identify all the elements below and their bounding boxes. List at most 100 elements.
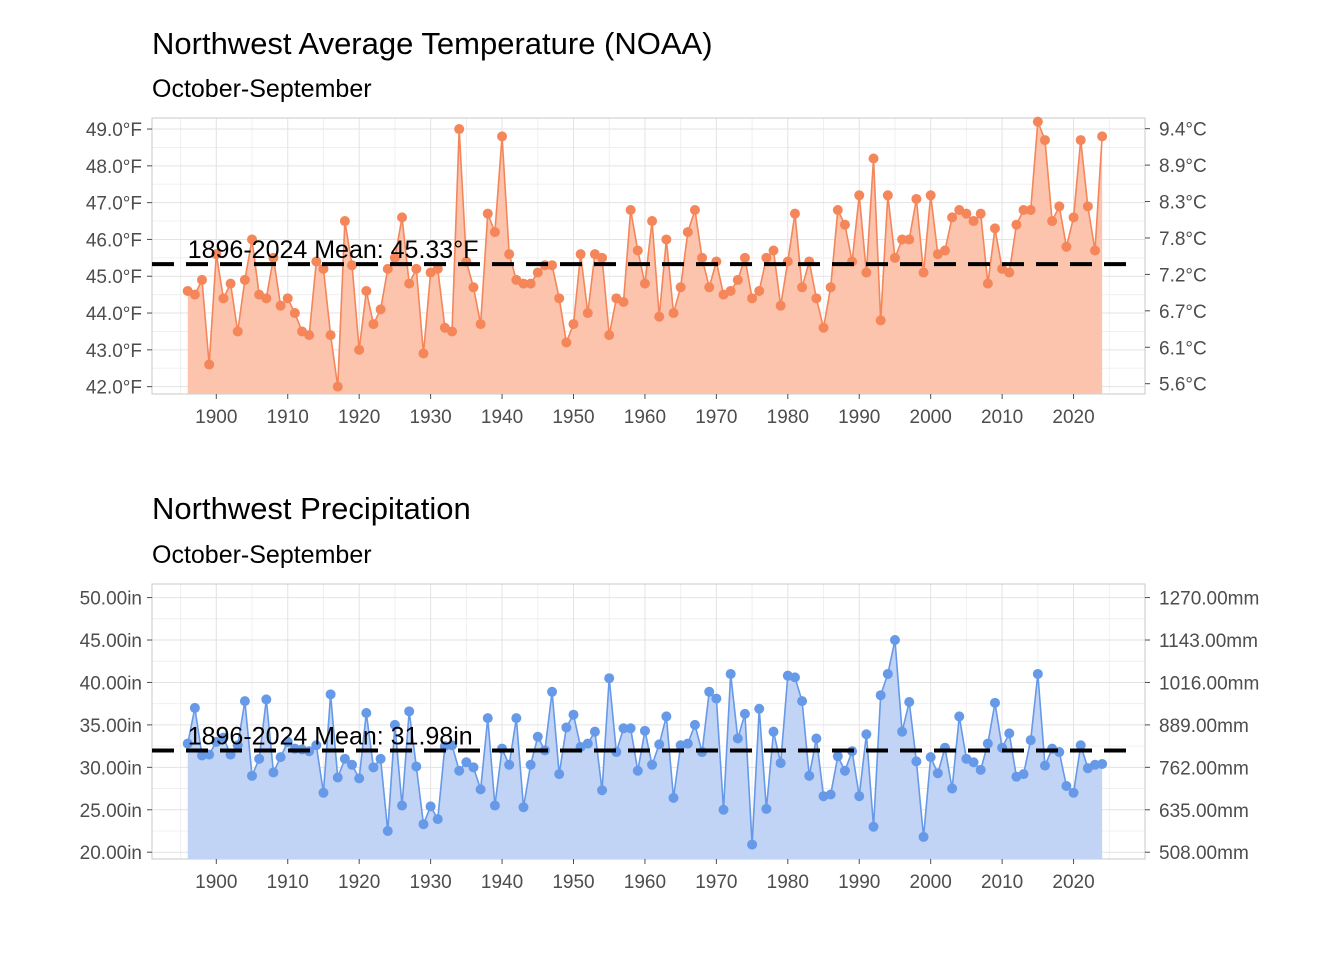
data-point (725, 285, 736, 296)
y-tick-label: 35.00in (80, 716, 142, 737)
data-point (1047, 216, 1058, 227)
data-point (361, 285, 372, 296)
data-point (632, 765, 643, 776)
data-point (747, 839, 758, 850)
data-point (925, 190, 936, 201)
data-point (268, 767, 279, 778)
data-point (504, 249, 515, 260)
x-tick-label: 1910 (267, 407, 309, 428)
x-tick-label: 1980 (767, 407, 809, 428)
data-point (661, 234, 672, 245)
data-point (275, 752, 286, 763)
data-point (911, 756, 922, 767)
data-point (889, 635, 900, 646)
y-tick-label: 43.0°F (86, 341, 142, 362)
y2-tick-label: 8.9°C (1159, 156, 1207, 177)
x-tick-label: 1980 (767, 872, 809, 893)
data-point (568, 709, 579, 720)
x-tick-label: 1920 (338, 407, 380, 428)
data-point (1054, 201, 1065, 212)
y-tick-label: 30.00in (80, 758, 142, 779)
data-point (789, 208, 800, 219)
y-tick-label: 46.0°F (86, 230, 142, 251)
data-point (361, 708, 372, 719)
data-point (211, 249, 222, 260)
data-point (725, 668, 736, 679)
data-point (547, 260, 558, 271)
data-point (489, 800, 500, 811)
data-point (654, 311, 665, 322)
data-point (768, 726, 779, 737)
data-point (339, 753, 350, 764)
data-point (489, 227, 500, 238)
y2-tick-label: 8.3°C (1159, 193, 1207, 214)
x-tick-label: 1970 (695, 407, 737, 428)
data-point (918, 831, 929, 842)
x-tick-label: 1990 (838, 872, 880, 893)
data-point (532, 267, 543, 278)
data-point (897, 726, 908, 737)
data-point (225, 278, 236, 289)
data-point (311, 256, 322, 267)
data-point (1032, 116, 1043, 127)
data-point (547, 686, 558, 697)
data-point (1004, 728, 1015, 739)
data-point (889, 252, 900, 263)
data-point (268, 252, 279, 263)
data-point (497, 131, 508, 142)
data-point (754, 703, 765, 714)
data-point (275, 300, 286, 311)
y-tick-label: 45.0°F (86, 267, 142, 288)
data-point (761, 252, 772, 263)
data-point (261, 694, 272, 705)
data-point (739, 252, 750, 263)
y2-tick-label: 889.00mm (1159, 716, 1249, 737)
data-point (389, 252, 400, 263)
data-point (239, 696, 250, 707)
data-point (854, 791, 865, 802)
y2-tick-label: 508.00mm (1159, 843, 1249, 864)
data-point (689, 205, 700, 215)
data-point (468, 282, 479, 293)
data-point (625, 723, 636, 734)
data-point (904, 696, 915, 707)
data-point (661, 711, 672, 722)
data-point (1097, 758, 1108, 769)
x-tick-label: 1920 (338, 872, 380, 893)
data-point (582, 308, 593, 319)
data-point (818, 322, 829, 333)
y2-tick-label: 1270.00mm (1159, 589, 1259, 610)
data-point (682, 227, 693, 238)
data-point (554, 769, 565, 780)
data-point (304, 330, 315, 341)
data-point (804, 770, 815, 781)
data-point (368, 319, 379, 330)
data-point (1097, 131, 1108, 142)
data-point (882, 668, 893, 679)
data-point (554, 293, 565, 304)
data-point (982, 738, 993, 749)
x-tick-label: 1950 (552, 872, 594, 893)
data-point (968, 757, 979, 768)
data-point (339, 216, 350, 227)
data-point (561, 337, 572, 348)
data-point (232, 326, 243, 337)
y-tick-label: 49.0°F (86, 120, 142, 141)
data-point (704, 282, 715, 293)
data-point (525, 759, 536, 770)
data-point (404, 278, 415, 289)
data-point (989, 697, 1000, 708)
data-point (589, 726, 600, 737)
data-point (347, 759, 358, 770)
data-point (247, 770, 258, 781)
data-point (389, 719, 400, 730)
data-point (318, 263, 329, 274)
data-point (882, 190, 893, 201)
data-point (411, 761, 422, 772)
data-point (775, 300, 786, 311)
data-point (432, 263, 443, 274)
data-point (482, 713, 493, 724)
data-point (454, 124, 465, 135)
y2-tick-label: 762.00mm (1159, 758, 1249, 779)
